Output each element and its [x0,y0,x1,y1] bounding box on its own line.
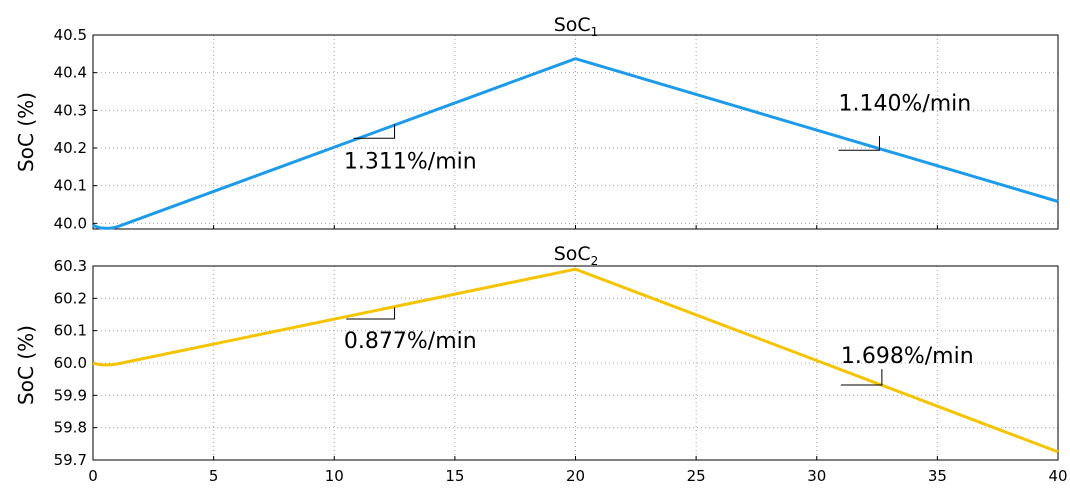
soc2-y-tick-label: 59.9 [54,386,87,404]
soc2-y-axis-label: SoC (%) [14,325,38,405]
soc1-slope-marker [353,124,396,139]
soc2-y-tick-label: 60.3 [54,257,87,275]
soc2-series-line [92,267,1059,454]
soc1-slope-marker [838,135,880,151]
soc2-slope-label: 1.698%/min [841,344,974,369]
soc2-x-tick-label: 35 [928,467,947,485]
soc2-y-tick-label: 59.7 [54,451,87,469]
soc2-x-tick-label: 25 [687,467,706,485]
soc2-x-tick-label: 5 [209,467,219,485]
soc1-y-axis-label: SoC (%) [14,92,38,172]
soc2-y-tick-label: 60.1 [54,322,87,340]
soc1-y-tick-label: 40.0 [54,214,87,232]
soc2-x-tick-label: 30 [807,467,826,485]
soc1-y-tick-label: 40.5 [54,26,87,44]
soc2-y-tick-label: 60.0 [54,354,87,372]
soc2-title: SoC2 [554,243,599,268]
soc1-title: SoC1 [554,14,599,39]
soc1-y-tick-label: 40.2 [54,139,87,157]
soc1-panel: SoC1 SoC (%) 40.0 40.1 40.2 40.3 40.4 40.5 1.3… [14,14,1059,232]
soc1-series-line [92,57,1059,230]
soc2-y-tick-label: 60.2 [54,289,87,307]
soc1-slope-label: 1.311%/min [344,150,477,175]
soc2-x-tick-label: 20 [566,467,585,485]
soc2-y-tick-label: 59.8 [54,419,87,437]
soc2-x-tick-label: 10 [325,467,344,485]
soc1-y-tick-label: 40.1 [54,177,87,195]
soc1-slope-label: 1.140%/min [838,91,971,116]
soc2-slope-label: 0.877%/min [344,329,477,354]
soc2-x-tick-label: 0 [88,467,98,485]
soc1-y-tick-label: 40.3 [54,101,87,119]
soc1-y-tick-label: 40.4 [54,64,87,82]
soc2-x-tick-label: 15 [445,467,464,485]
soc2-x-tick-label: 40 [1048,467,1067,485]
soc2-slope-marker [346,307,396,320]
soc2-panel: SoC2 SoC (%) 59.7 59.8 59.9 60.0 60.1 60.2 60.… [14,243,1068,485]
soc2-slope-marker [840,369,883,386]
